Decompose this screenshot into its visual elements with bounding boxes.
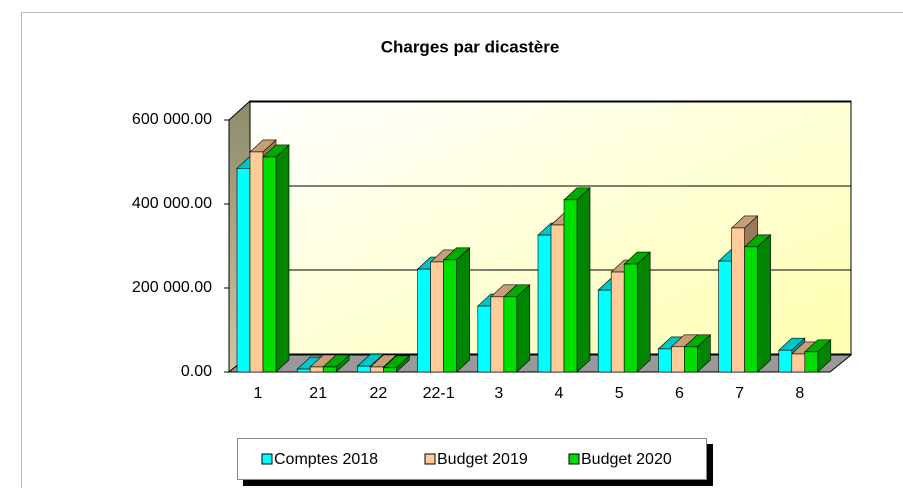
- legend-swatch: [568, 453, 580, 465]
- bar-side: [757, 234, 771, 373]
- bar-front: [537, 234, 552, 373]
- bar-front: [490, 296, 505, 373]
- legend-swatch: [261, 453, 273, 465]
- chart-title: Charges par dicastère: [381, 37, 560, 56]
- bar-front: [597, 289, 612, 373]
- bar-front: [550, 224, 565, 373]
- bar: [623, 251, 651, 373]
- x-tick-label: 1: [254, 385, 263, 402]
- bar-front: [671, 346, 685, 373]
- bar-side: [516, 284, 531, 373]
- y-tick-label: 200 000.00: [132, 279, 212, 296]
- bar-side: [456, 247, 470, 373]
- bar: [322, 354, 350, 373]
- x-tick-label: 5: [615, 385, 624, 402]
- bar: [683, 334, 712, 373]
- y-tick-label: 400 000.00: [132, 195, 212, 212]
- bar-front: [443, 259, 457, 373]
- bar-front: [383, 367, 397, 373]
- bar-front: [236, 168, 251, 373]
- x-tick-label: 4: [555, 385, 564, 402]
- bar: [382, 355, 411, 373]
- bar-front: [417, 268, 431, 373]
- bar-front: [357, 365, 371, 373]
- bar-front: [262, 156, 277, 373]
- bar-front: [778, 349, 793, 373]
- bar-side: [636, 251, 651, 373]
- bar-front: [563, 199, 578, 373]
- x-tick-label: 6: [675, 385, 684, 402]
- bar-side: [576, 187, 591, 373]
- legend: [237, 438, 707, 480]
- bar-front: [296, 368, 311, 373]
- y-tick-label: 0.00: [181, 363, 212, 380]
- bar-side: [275, 144, 290, 373]
- bar: [743, 234, 772, 373]
- bar-front: [370, 366, 384, 373]
- y-tick-label: 600 000.00: [132, 111, 212, 128]
- bar-front: [804, 351, 819, 373]
- x-tick-label: 3: [494, 385, 503, 402]
- bar-front: [503, 296, 518, 373]
- bar: [503, 284, 531, 373]
- bar-front: [718, 260, 732, 373]
- bar-front: [623, 263, 638, 373]
- bar: [804, 339, 832, 373]
- bar-front: [249, 151, 264, 373]
- bar-front: [430, 261, 444, 373]
- bar-front: [610, 271, 625, 373]
- bar-front: [477, 305, 492, 373]
- legend-label: Comptes 2018: [274, 451, 378, 468]
- legend-swatch: [424, 453, 436, 465]
- bar-front: [658, 348, 672, 373]
- x-tick-label: 8: [795, 385, 804, 402]
- x-tick-label: 22-1: [423, 385, 455, 402]
- bar-front: [744, 246, 758, 373]
- bar: [563, 187, 591, 373]
- bar-front: [309, 366, 324, 373]
- legend-label: Budget 2020: [581, 451, 672, 468]
- legend-label: Budget 2019: [437, 451, 528, 468]
- bar: [262, 144, 290, 373]
- bar: [442, 247, 471, 373]
- bar-front: [684, 346, 698, 373]
- bar-front: [322, 366, 337, 373]
- bar-front: [791, 353, 806, 373]
- bar-front: [731, 227, 745, 373]
- x-tick-label: 7: [735, 385, 744, 402]
- frame: [21, 12, 903, 488]
- x-tick-label: 22: [370, 385, 388, 402]
- x-tick-label: 21: [309, 385, 327, 402]
